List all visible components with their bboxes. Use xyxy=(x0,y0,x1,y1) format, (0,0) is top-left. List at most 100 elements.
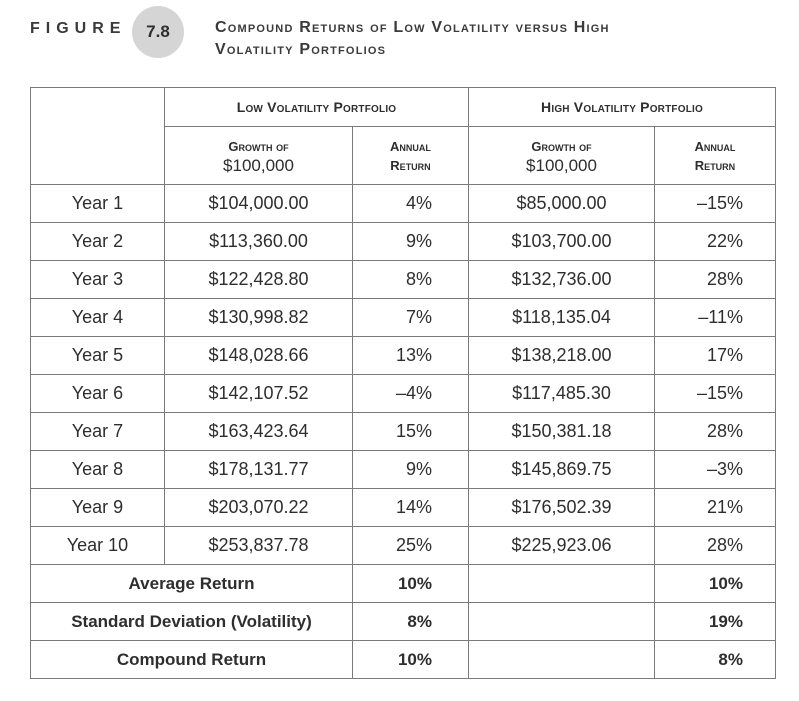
high-growth-cell: $176,502.39 xyxy=(468,488,655,527)
summary-row: Average Return 10% 10% xyxy=(30,564,776,603)
high-summary-value: 8% xyxy=(654,640,776,679)
figure-title-line-1: Compound Returns of Low Volatility versu… xyxy=(215,19,610,36)
low-return-cell: 9% xyxy=(352,222,469,261)
table-row: Year 5 $148,028.66 13% $138,218.00 17% xyxy=(30,336,776,375)
figure-label: FIGURE xyxy=(30,20,127,37)
high-return-cell: 21% xyxy=(654,488,776,527)
high-annual-header: Annual Return xyxy=(654,126,776,185)
growth-header-top: Growth of xyxy=(531,138,592,154)
annual-header-bottom: Return xyxy=(694,157,736,173)
low-return-cell: 7% xyxy=(352,298,469,337)
table-row: Year 2 $113,360.00 9% $103,700.00 22% xyxy=(30,222,776,261)
high-return-cell: –15% xyxy=(654,184,776,223)
year-cell: Year 8 xyxy=(30,450,165,489)
annual-header-top: Annual xyxy=(390,138,431,154)
low-summary-value: 8% xyxy=(352,602,469,641)
low-return-cell: 25% xyxy=(352,526,469,565)
returns-table: Low Volatility Portfolio High Volatility… xyxy=(30,87,776,679)
low-summary-value: 10% xyxy=(352,640,469,679)
summary-label: Standard Deviation (Volatility) xyxy=(30,602,353,641)
low-growth-cell: $148,028.66 xyxy=(164,336,353,375)
high-return-cell: 17% xyxy=(654,336,776,375)
table-summary: Average Return 10% 10% Standard Deviation (… xyxy=(30,564,776,679)
annual-header-top: Annual xyxy=(694,138,736,154)
high-growth-header: Growth of $100,000 xyxy=(468,126,655,185)
empty-cell xyxy=(468,602,655,641)
year-cell: Year 7 xyxy=(30,412,165,451)
table-row: Year 1 $104,000.00 4% $85,000.00 –15% xyxy=(30,184,776,223)
annual-header-bottom: Return xyxy=(390,157,431,173)
high-return-cell: –15% xyxy=(654,374,776,413)
high-return-cell: –11% xyxy=(654,298,776,337)
year-cell: Year 2 xyxy=(30,222,165,261)
high-return-cell: 28% xyxy=(654,526,776,565)
low-return-cell: 9% xyxy=(352,450,469,489)
low-growth-cell: $142,107.52 xyxy=(164,374,353,413)
summary-label: Compound Return xyxy=(30,640,353,679)
figure-header: FIGURE 7.8 Compound Returns of Low Volat… xyxy=(0,0,799,80)
summary-label: Average Return xyxy=(30,564,353,603)
figure-number-badge: 7.8 xyxy=(132,6,184,58)
low-volatility-header: Low Volatility Portfolio xyxy=(164,87,469,127)
growth-header-bottom: $100,000 xyxy=(223,155,294,175)
summary-row: Compound Return 10% 8% xyxy=(30,640,776,679)
year-cell: Year 6 xyxy=(30,374,165,413)
year-cell: Year 9 xyxy=(30,488,165,527)
low-growth-cell: $253,837.78 xyxy=(164,526,353,565)
high-summary-value: 10% xyxy=(654,564,776,603)
high-summary-value: 19% xyxy=(654,602,776,641)
high-volatility-header: High Volatility Portfolio xyxy=(468,87,776,127)
high-return-cell: –3% xyxy=(654,450,776,489)
high-growth-cell: $103,700.00 xyxy=(468,222,655,261)
low-growth-cell: $104,000.00 xyxy=(164,184,353,223)
high-growth-cell: $150,381.18 xyxy=(468,412,655,451)
table-header: Low Volatility Portfolio High Volatility… xyxy=(30,87,776,185)
table-row: Year 3 $122,428.80 8% $132,736.00 28% xyxy=(30,260,776,299)
low-return-cell: –4% xyxy=(352,374,469,413)
low-growth-cell: $163,423.64 xyxy=(164,412,353,451)
table-row: Year 9 $203,070.22 14% $176,502.39 21% xyxy=(30,488,776,527)
growth-header-top: Growth of xyxy=(228,138,289,154)
empty-cell xyxy=(468,564,655,603)
table-row: Year 6 $142,107.52 –4% $117,485.30 –15% xyxy=(30,374,776,413)
high-growth-cell: $118,135.04 xyxy=(468,298,655,337)
low-growth-cell: $113,360.00 xyxy=(164,222,353,261)
table-row: Year 8 $178,131.77 9% $145,869.75 –3% xyxy=(30,450,776,489)
low-growth-header: Growth of $100,000 xyxy=(164,126,353,185)
high-growth-cell: $132,736.00 xyxy=(468,260,655,299)
low-return-cell: 15% xyxy=(352,412,469,451)
high-return-cell: 22% xyxy=(654,222,776,261)
growth-header-bottom: $100,000 xyxy=(526,155,597,175)
table-row: Year 10 $253,837.78 25% $225,923.06 28% xyxy=(30,526,776,565)
high-growth-cell: $145,869.75 xyxy=(468,450,655,489)
low-growth-cell: $203,070.22 xyxy=(164,488,353,527)
low-growth-cell: $130,998.82 xyxy=(164,298,353,337)
corner-cell xyxy=(30,87,165,185)
year-cell: Year 10 xyxy=(30,526,165,565)
year-cell: Year 1 xyxy=(30,184,165,223)
low-summary-value: 10% xyxy=(352,564,469,603)
table-row: Year 7 $163,423.64 15% $150,381.18 28% xyxy=(30,412,776,451)
figure-title: Compound Returns of Low Volatility versu… xyxy=(215,17,735,61)
high-growth-cell: $85,000.00 xyxy=(468,184,655,223)
empty-cell xyxy=(468,640,655,679)
year-cell: Year 5 xyxy=(30,336,165,375)
low-return-cell: 4% xyxy=(352,184,469,223)
low-growth-cell: $178,131.77 xyxy=(164,450,353,489)
high-return-cell: 28% xyxy=(654,260,776,299)
year-cell: Year 3 xyxy=(30,260,165,299)
low-annual-header: Annual Return xyxy=(352,126,469,185)
low-return-cell: 13% xyxy=(352,336,469,375)
low-return-cell: 14% xyxy=(352,488,469,527)
year-cell: Year 4 xyxy=(30,298,165,337)
high-return-cell: 28% xyxy=(654,412,776,451)
summary-row: Standard Deviation (Volatility) 8% 19% xyxy=(30,602,776,641)
table-row: Year 4 $130,998.82 7% $118,135.04 –11% xyxy=(30,298,776,337)
low-growth-cell: $122,428.80 xyxy=(164,260,353,299)
high-growth-cell: $117,485.30 xyxy=(468,374,655,413)
high-growth-cell: $225,923.06 xyxy=(468,526,655,565)
table-body: Year 1 $104,000.00 4% $85,000.00 –15% Year 2 $… xyxy=(30,184,776,565)
figure-title-line-2: Volatility Portfolios xyxy=(215,41,387,58)
low-return-cell: 8% xyxy=(352,260,469,299)
high-growth-cell: $138,218.00 xyxy=(468,336,655,375)
